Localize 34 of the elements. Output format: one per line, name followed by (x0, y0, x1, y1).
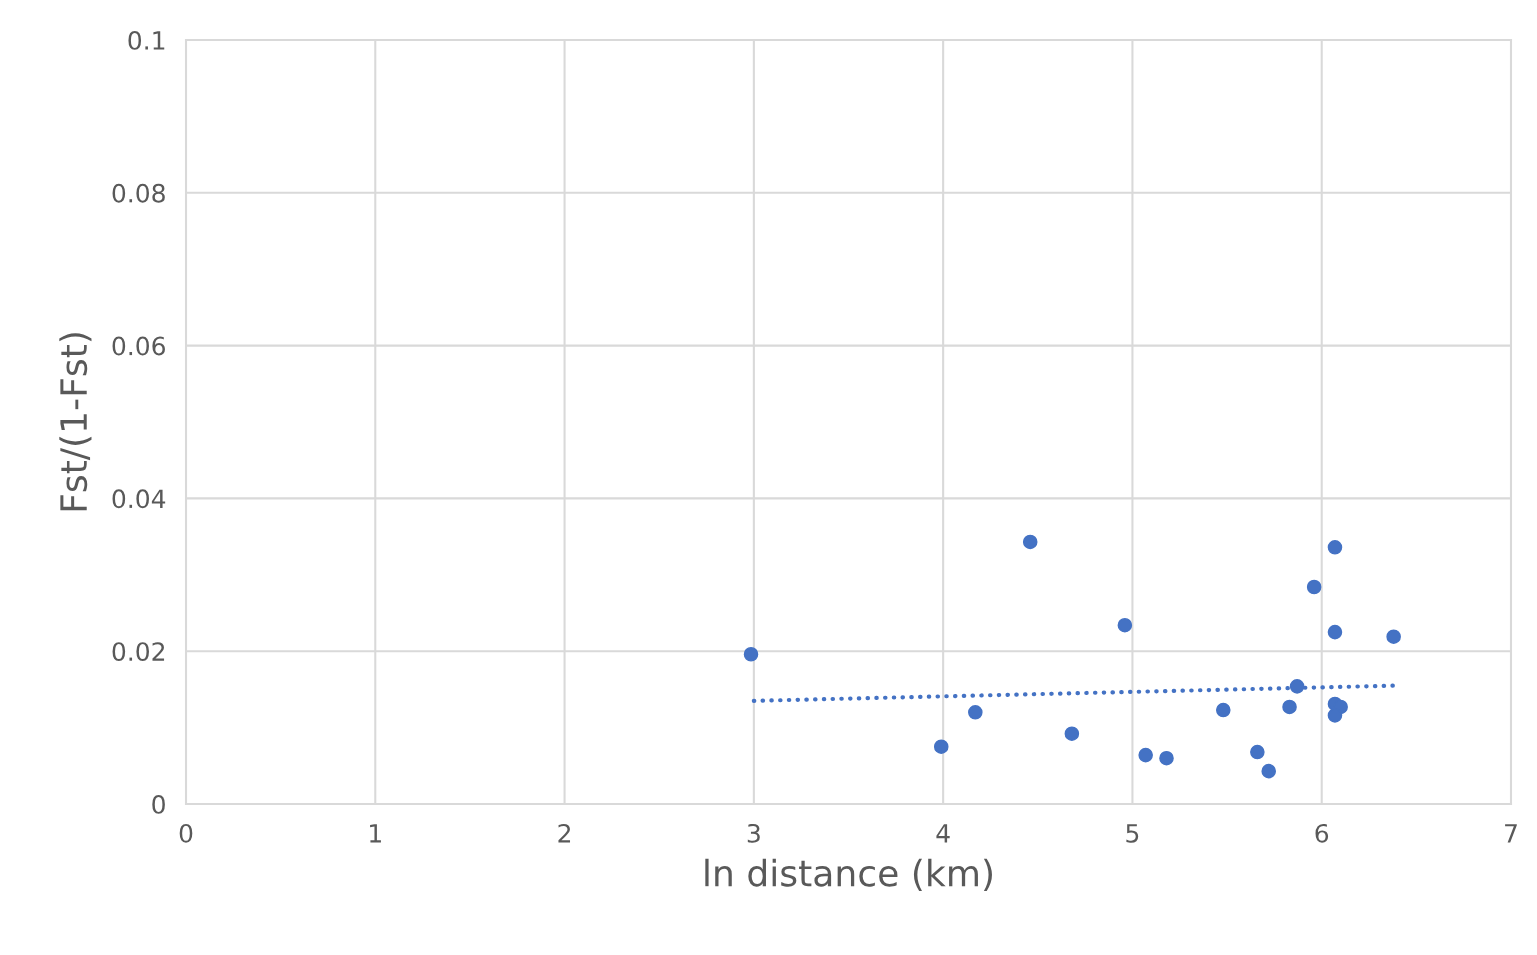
point (1261, 763, 1276, 779)
point (1216, 702, 1231, 718)
point (968, 705, 983, 720)
point (1386, 629, 1401, 644)
point (1327, 624, 1343, 640)
x-tick-label: 3 (747, 823, 760, 843)
point (1327, 708, 1343, 723)
x-tick-label: 6 (1315, 823, 1329, 843)
y-tick-label: 0.02 (112, 642, 165, 662)
point (1117, 617, 1133, 633)
x-tick-label: 2 (558, 823, 571, 843)
y-tick-label: 0.06 (112, 336, 165, 356)
x-tick-label: 1 (370, 824, 381, 843)
point (1138, 747, 1153, 763)
x-axis-title: ln distance (km) (705, 858, 992, 891)
x-tick-label: 5 (1126, 824, 1139, 843)
y-tick-label: 0.04 (112, 489, 166, 509)
y-tick-label: 0.1 (128, 30, 165, 50)
point (1250, 744, 1265, 760)
point (1306, 579, 1322, 595)
point (1022, 534, 1038, 550)
point (1282, 699, 1297, 715)
point (1159, 750, 1174, 766)
point (1289, 679, 1305, 694)
y-tick-label: 0 (152, 794, 165, 814)
y-tick-label: 0.08 (112, 183, 165, 203)
y-axis-title: Fst/(1-Fst) (59, 333, 92, 511)
x-tick-label: 0 (179, 823, 193, 843)
point (1064, 726, 1080, 741)
x-tick-label: 7 (1505, 824, 1517, 843)
x-tick-label: 4 (936, 824, 950, 843)
point (743, 646, 759, 662)
point (1327, 540, 1343, 555)
point (933, 739, 949, 754)
